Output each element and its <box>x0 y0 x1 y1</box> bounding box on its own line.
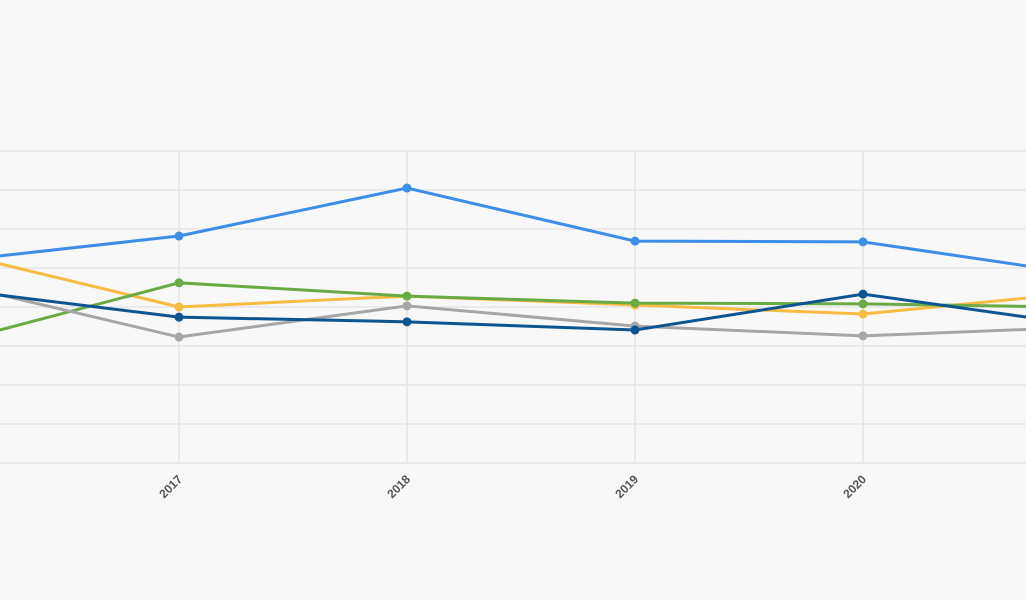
series-line <box>0 293 1026 339</box>
series-line <box>0 281 1026 332</box>
data-point <box>630 325 640 335</box>
data-point <box>402 183 412 193</box>
data-point <box>630 298 640 308</box>
series-line <box>0 292 1026 332</box>
data-point <box>174 312 184 322</box>
plot: 2017 2018 2019 2020 <box>0 150 1026 501</box>
data-point <box>630 236 640 246</box>
data-point <box>858 331 868 341</box>
data-point <box>174 278 184 288</box>
data-point <box>402 291 412 301</box>
data-point <box>858 299 868 309</box>
data-point <box>858 309 868 319</box>
data-point <box>858 289 868 299</box>
series-line <box>0 186 1026 268</box>
data-point <box>174 302 184 312</box>
data-point <box>402 301 412 311</box>
data-point <box>174 231 184 241</box>
data-point <box>858 237 868 247</box>
data-point <box>174 332 184 342</box>
data-point <box>402 317 412 327</box>
